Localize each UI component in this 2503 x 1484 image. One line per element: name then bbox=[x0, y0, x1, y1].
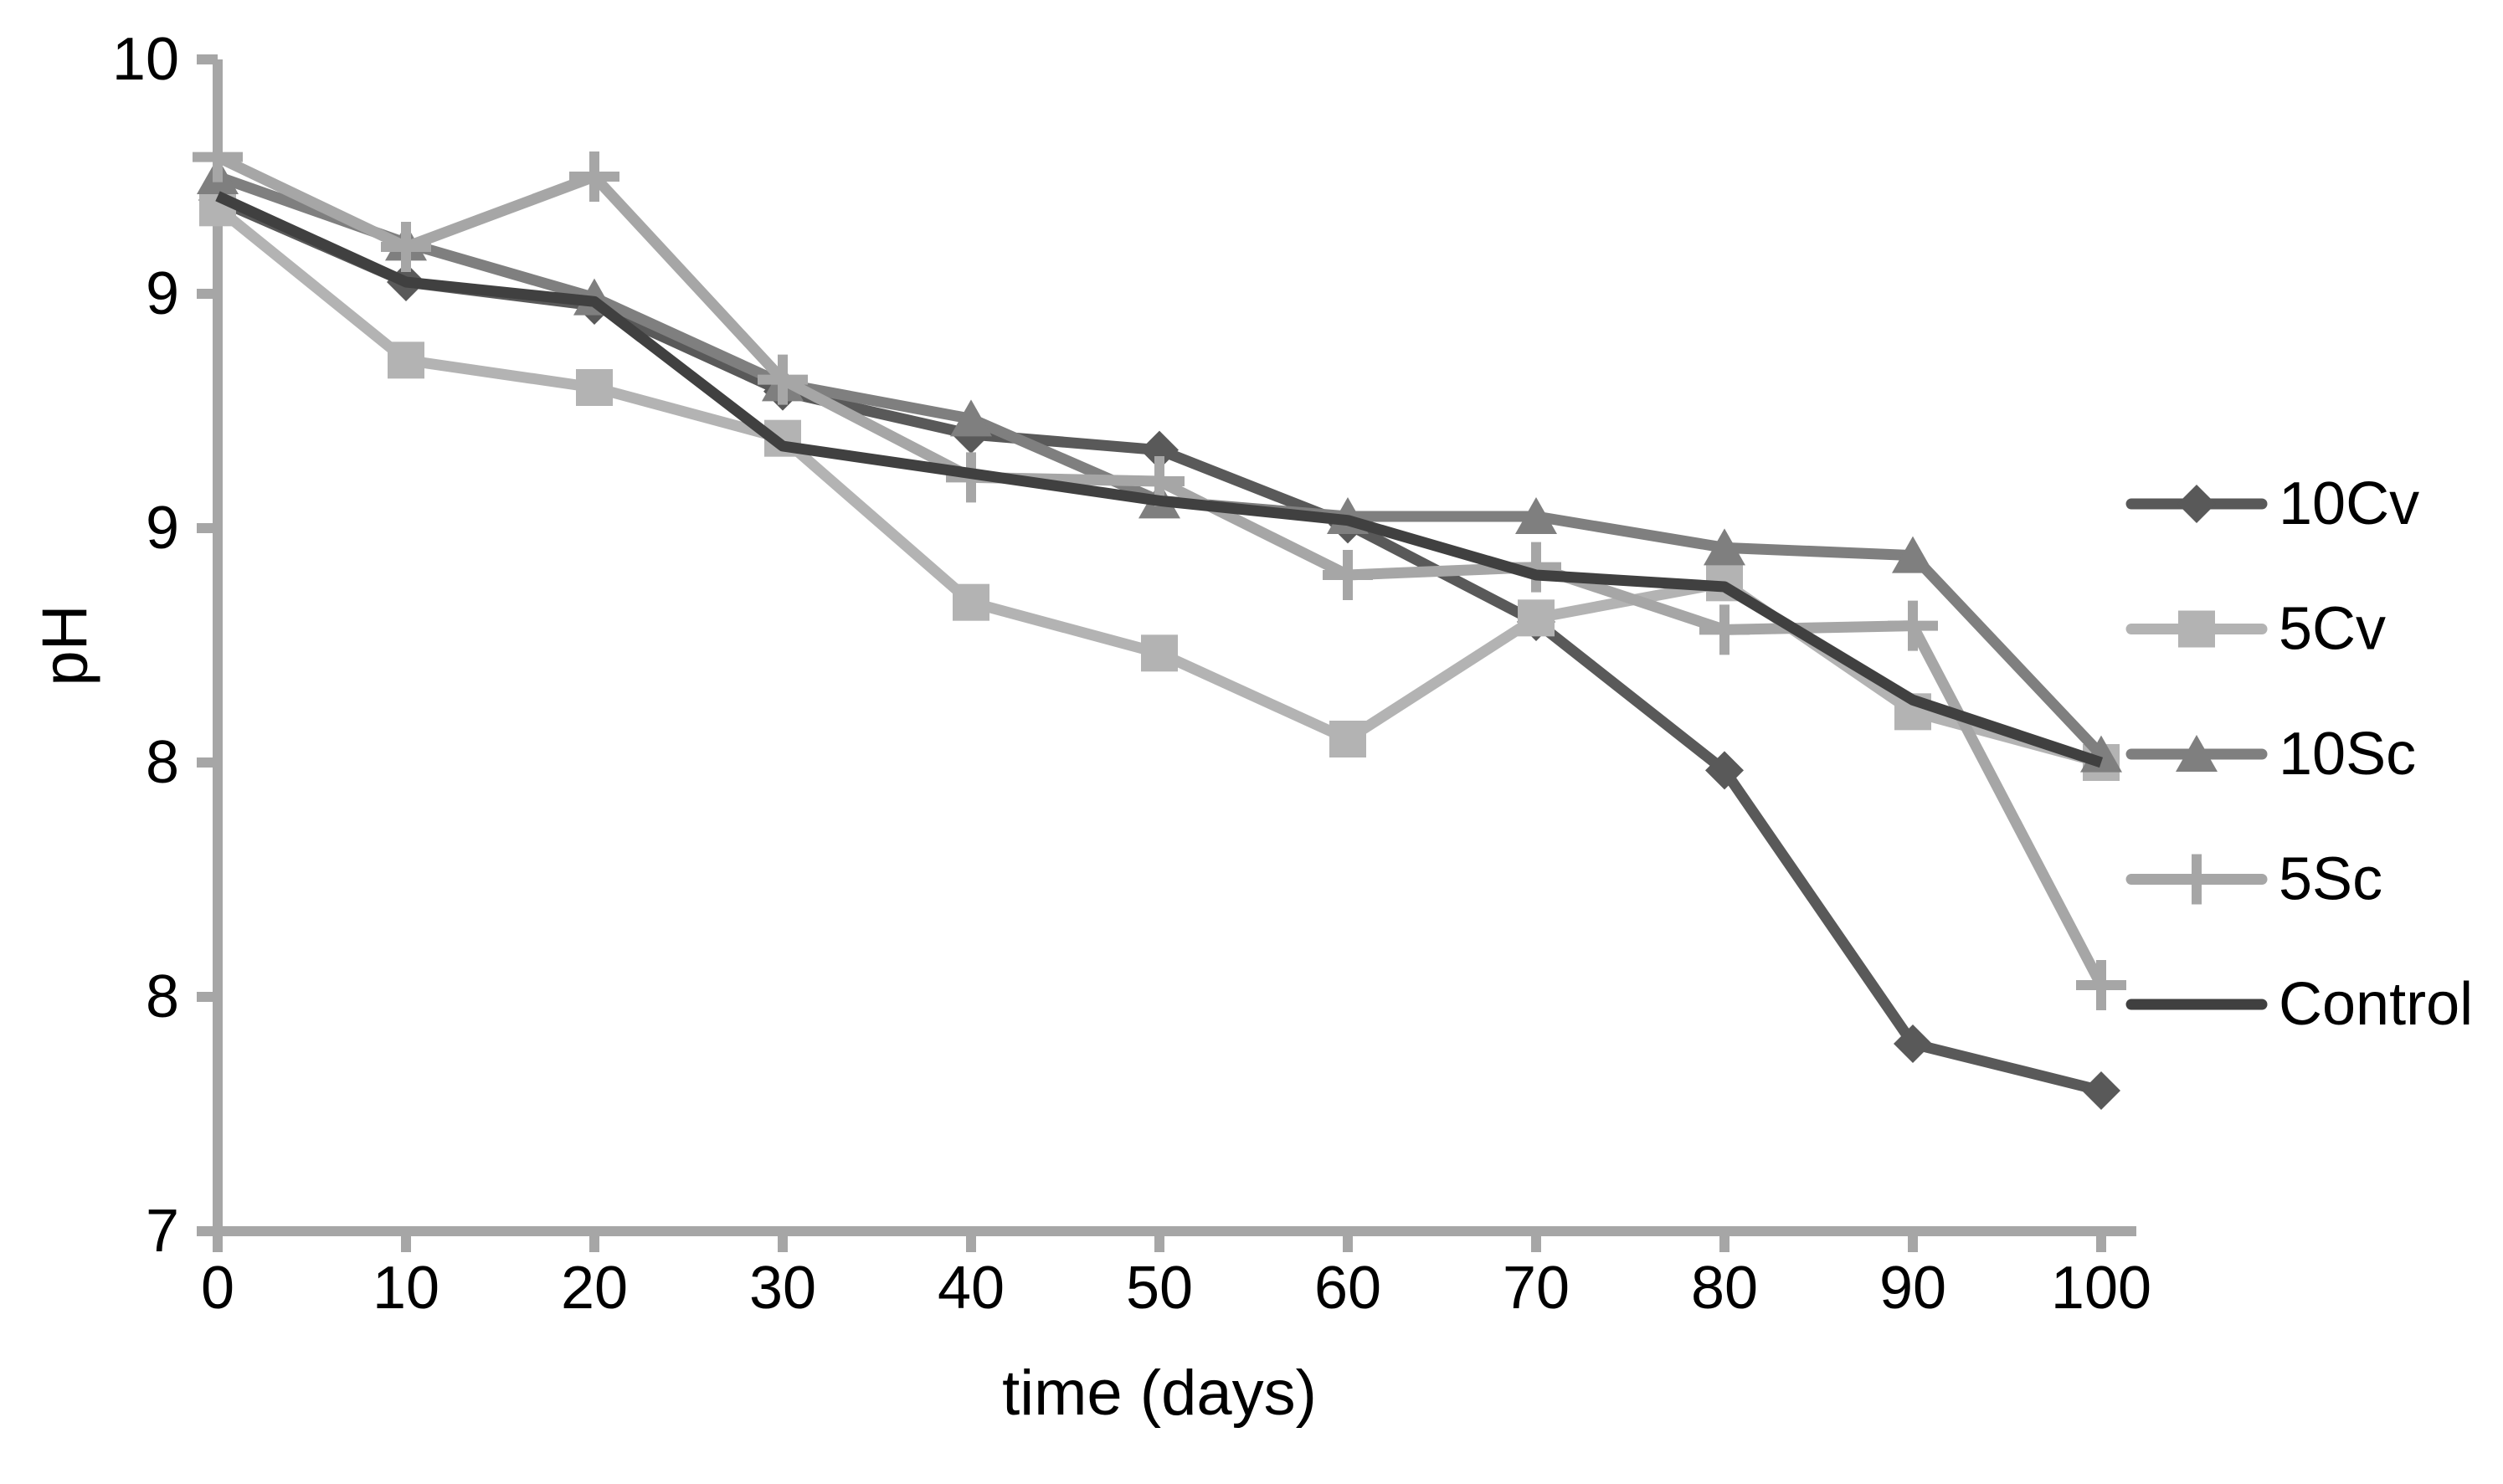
y-tick-label: 10 bbox=[112, 26, 179, 93]
x-axis-title: time (days) bbox=[1002, 1358, 1317, 1429]
x-tick-label: 20 bbox=[561, 1255, 628, 1322]
y-tick-label: 8 bbox=[146, 963, 179, 1030]
legend-marker-10Sc bbox=[2176, 735, 2218, 772]
y-axis-title: pH bbox=[30, 604, 101, 686]
x-tick-label: 80 bbox=[1691, 1255, 1758, 1322]
y-tick-label: 9 bbox=[146, 260, 179, 327]
legend-marker-5Cv bbox=[2178, 610, 2215, 648]
series-line-Control bbox=[215, 191, 2104, 768]
x-tick-label: 60 bbox=[1314, 1255, 1381, 1322]
y-tick-label: 7 bbox=[146, 1198, 179, 1265]
x-tick-label: 0 bbox=[201, 1255, 234, 1322]
marker-10Sc bbox=[950, 399, 992, 437]
x-tick-label: 70 bbox=[1503, 1255, 1570, 1322]
marker-5Cv bbox=[1518, 599, 1555, 637]
marker-5Cv bbox=[953, 583, 989, 621]
marker-10Cv bbox=[1140, 430, 1179, 470]
marker-10Sc bbox=[1515, 497, 1557, 534]
x-tick-label: 100 bbox=[2051, 1255, 2151, 1322]
x-tick-label: 40 bbox=[938, 1255, 1005, 1322]
marker-10Cv bbox=[1705, 751, 1744, 790]
x-tick-label: 30 bbox=[749, 1255, 816, 1322]
marker-5Cv bbox=[576, 369, 613, 406]
legend-label-Control: Control bbox=[2279, 971, 2473, 1038]
legend-label-5Cv: 5Cv bbox=[2279, 596, 2386, 663]
legend-label-10Cv: 10Cv bbox=[2279, 470, 2419, 537]
marker-10Sc bbox=[1892, 536, 1934, 573]
marker-5Cv bbox=[388, 341, 424, 379]
legend-marker-10Cv bbox=[2177, 485, 2216, 523]
x-tick-label: 90 bbox=[1879, 1255, 1946, 1322]
marker-10Cv bbox=[2082, 1071, 2120, 1110]
x-tick-label: 50 bbox=[1126, 1255, 1193, 1322]
marker-5Cv bbox=[1329, 721, 1366, 757]
legend-label-10Sc: 10Sc bbox=[2279, 721, 2416, 788]
y-tick-label: 8 bbox=[146, 729, 179, 796]
marker-5Cv bbox=[199, 189, 236, 227]
series-line-5Sc bbox=[215, 151, 2106, 988]
marker-10Cv bbox=[1894, 1024, 1932, 1063]
x-tick-label: 10 bbox=[373, 1255, 439, 1322]
marker-5Cv bbox=[1141, 634, 1178, 672]
y-tick-label: 9 bbox=[146, 495, 179, 562]
marker-10Sc bbox=[1704, 528, 1745, 566]
legend-label-5Sc: 5Sc bbox=[2279, 846, 2382, 913]
